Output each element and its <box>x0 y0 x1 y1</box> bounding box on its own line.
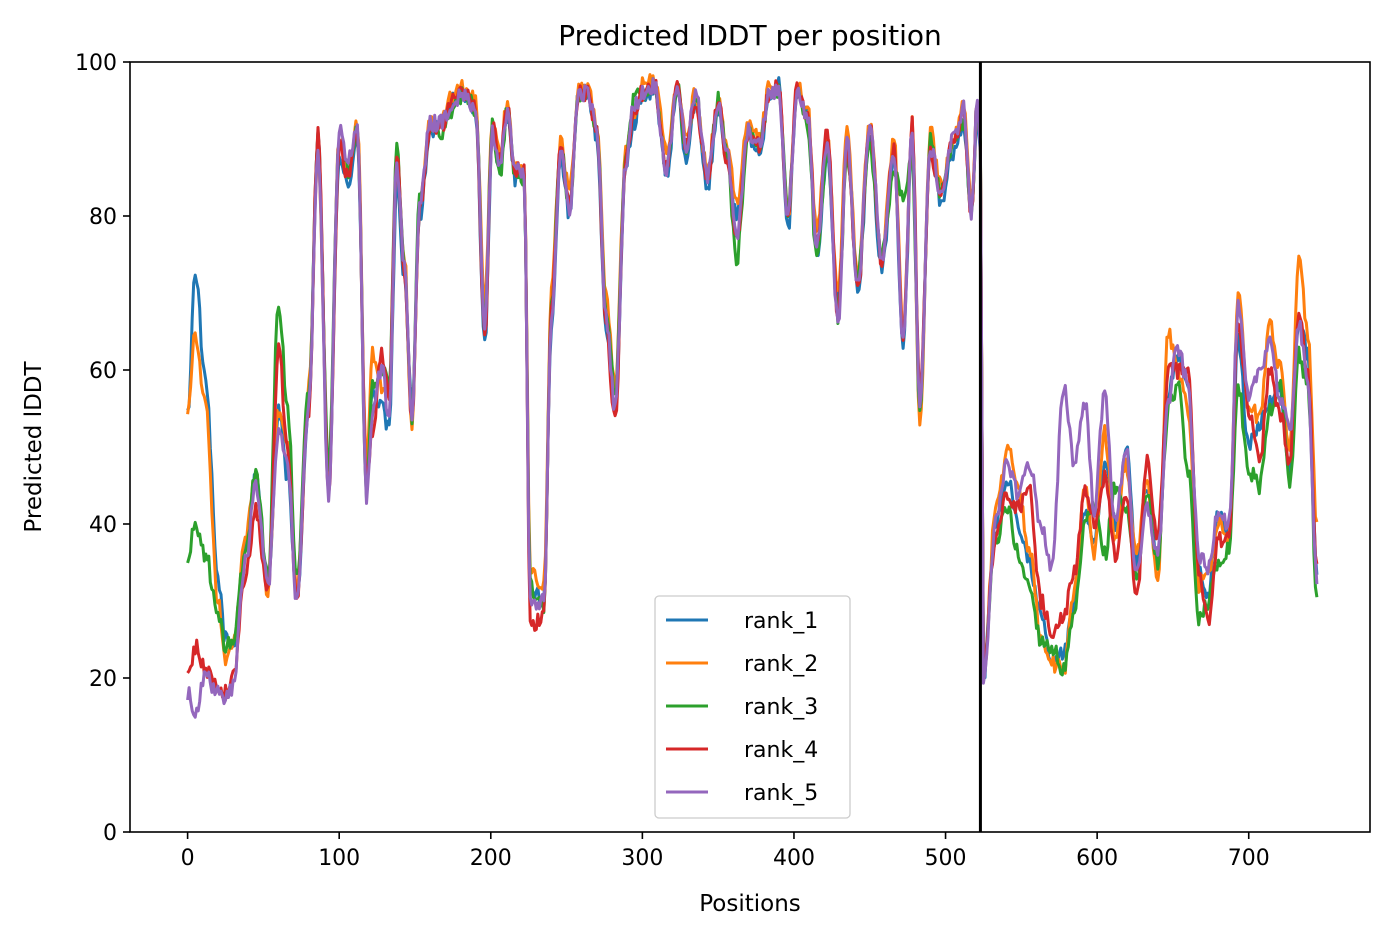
plot-area <box>186 62 1319 832</box>
series-line-rank-1 <box>186 76 1319 680</box>
y-axis-label: Predicted lDDT <box>21 360 47 532</box>
series-line-rank-5 <box>186 77 1319 719</box>
y-tick-label: 80 <box>89 205 117 230</box>
legend: rank_1 rank_2 rank_3 rank_4 rank_5 <box>654 595 851 819</box>
series-line-rank-2 <box>186 73 1319 675</box>
x-tick-label: 0 <box>181 846 195 871</box>
x-tick-label: 600 <box>1076 846 1118 871</box>
legend-label-rank-3: rank_3 <box>744 695 818 720</box>
x-axis-label: Positions <box>699 891 801 917</box>
legend-label-rank-1: rank_1 <box>744 609 818 634</box>
y-tick-label: 20 <box>89 667 117 692</box>
legend-label-rank-4: rank_4 <box>744 738 818 763</box>
legend-box <box>654 595 851 819</box>
y-axis-ticks: 0 20 40 60 80 100 <box>75 51 130 846</box>
x-tick-label: 500 <box>925 846 967 871</box>
x-tick-label: 100 <box>318 846 360 871</box>
chart-title: Predicted lDDT per position <box>558 19 942 52</box>
y-tick-label: 0 <box>103 821 117 846</box>
y-tick-label: 40 <box>89 513 117 538</box>
legend-label-rank-2: rank_2 <box>744 652 818 677</box>
series-line-rank-3 <box>186 77 1319 677</box>
x-tick-label: 700 <box>1228 846 1270 871</box>
y-tick-label: 60 <box>89 359 117 384</box>
y-tick-label: 100 <box>75 51 117 76</box>
plot-frame <box>129 61 1371 833</box>
x-tick-label: 400 <box>773 846 815 871</box>
x-tick-label: 300 <box>621 846 663 871</box>
x-tick-label: 200 <box>470 846 512 871</box>
series-line-rank-4 <box>186 78 1319 701</box>
x-axis-ticks: 0 100 200 300 400 500 600 700 <box>181 832 1270 871</box>
legend-label-rank-5: rank_5 <box>744 781 818 806</box>
